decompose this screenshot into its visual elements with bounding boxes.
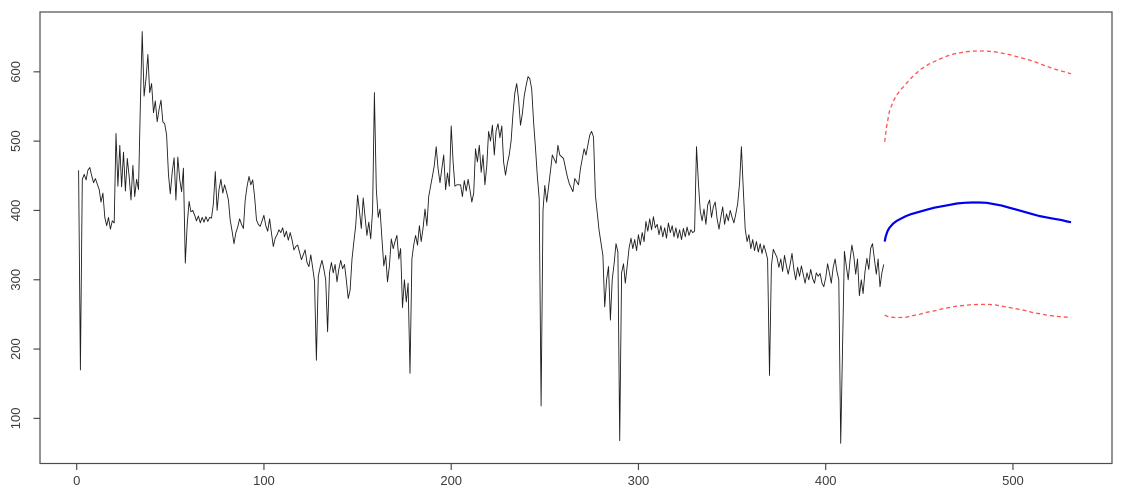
y-axis-tick-label: 500 — [8, 130, 23, 152]
x-axis-tick-label: 200 — [440, 473, 462, 488]
x-axis-tick-label: 500 — [1002, 473, 1024, 488]
series-forecast-upper-bound — [884, 50, 1072, 142]
x-axis-tick-label: 400 — [815, 473, 837, 488]
y-axis-tick-label: 300 — [8, 269, 23, 291]
y-axis-tick-label: 200 — [8, 338, 23, 360]
series-observed — [78, 31, 885, 444]
y-axis-tick-label: 600 — [8, 61, 23, 83]
y-axis-tick-label: 100 — [8, 408, 23, 430]
series-forecast-mean — [883, 201, 1072, 242]
x-axis-tick-label: 100 — [253, 473, 275, 488]
x-axis-tick-label: 0 — [73, 473, 80, 488]
plot-box — [39, 11, 1113, 465]
y-axis-tick-label: 400 — [8, 200, 23, 222]
x-axis-tick-label: 300 — [628, 473, 650, 488]
